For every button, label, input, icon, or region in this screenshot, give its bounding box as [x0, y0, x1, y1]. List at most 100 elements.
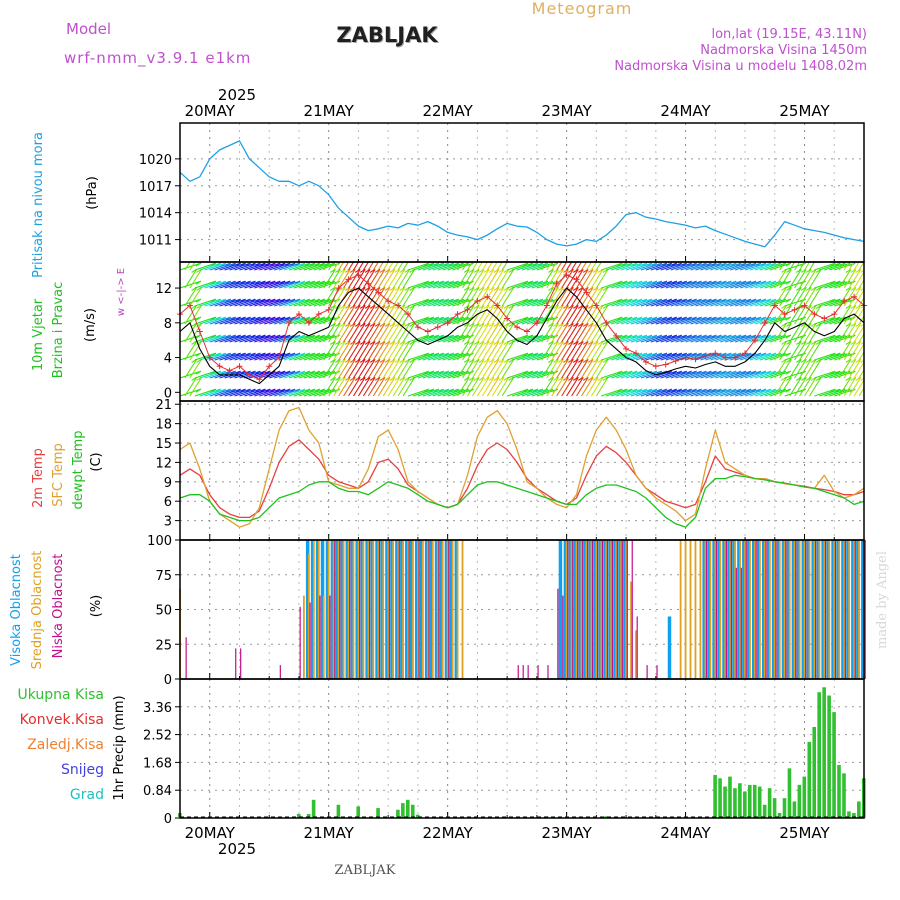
- cloud-bar-high: [742, 540, 746, 679]
- cloud-bar-high: [593, 540, 597, 679]
- cloud-bar-high: [350, 540, 355, 679]
- precip-bar: [807, 741, 812, 818]
- cloud-bar-high: [588, 540, 592, 679]
- gust-marker: [712, 350, 719, 357]
- cloud-bar-mid: [709, 540, 712, 679]
- cloud-bar-mid: [451, 540, 454, 679]
- cloud-bar-mid: [699, 540, 702, 679]
- precip-bar: [311, 799, 316, 818]
- cloud-bar-high: [400, 540, 404, 679]
- cloud-bar-high: [444, 540, 449, 679]
- cloud-bar-low: [398, 540, 400, 679]
- product-title: Meteogram: [532, 0, 633, 18]
- gust-marker: [771, 302, 778, 309]
- cloud-bar-high: [439, 540, 444, 679]
- cloud-bar-low: [740, 567, 742, 679]
- day-label-bottom: 22MAY: [423, 824, 474, 842]
- wind-unit: (m/s): [83, 308, 98, 342]
- gust-marker: [613, 332, 620, 339]
- wind-direction-legend: w <-|-> E: [116, 268, 127, 316]
- cloud-bar-mid: [793, 540, 796, 679]
- gust-marker: [216, 363, 223, 370]
- gust-marker: [523, 328, 530, 335]
- cloud-bar-high: [370, 540, 374, 679]
- cloud-bar-high: [568, 540, 573, 679]
- cloud-bar-high: [781, 540, 786, 679]
- y-tick-label: 0: [164, 386, 172, 401]
- cloud-bar-high: [841, 540, 845, 679]
- gust-marker: [791, 306, 798, 313]
- cloud-bar-low: [185, 637, 187, 679]
- cloud-bar-mid: [749, 540, 751, 679]
- gust-marker: [642, 358, 649, 365]
- cloud-axis-title-3: Niska Oblacnost: [51, 554, 66, 659]
- gust-marker: [206, 354, 213, 361]
- gust-marker: [692, 356, 699, 363]
- cloud-bar-mid: [773, 540, 776, 679]
- cloud-bar-mid: [714, 540, 717, 679]
- precip-legend-convective: Konvek.Kisa: [20, 712, 104, 728]
- pressure-unit: (hPa): [85, 176, 100, 210]
- cloud-bar-mid: [417, 540, 419, 679]
- cloud-bar-mid: [382, 540, 385, 679]
- cloud-bar-low: [582, 540, 584, 679]
- cloud-bar-high: [310, 540, 315, 679]
- credit-watermark: made by Angel: [875, 551, 890, 649]
- gust-marker: [226, 367, 233, 374]
- cloud-bar-mid: [357, 540, 360, 679]
- gust-marker: [761, 319, 768, 326]
- cloud-bar-mid: [843, 540, 846, 679]
- gust-marker: [801, 302, 808, 309]
- cloud-bar-low: [572, 540, 574, 679]
- cloud-bar-mid: [838, 540, 841, 679]
- precip-bar: [752, 784, 757, 818]
- precip-bar: [832, 712, 836, 818]
- cloud-bar-high: [320, 540, 325, 679]
- y-tick-label: 75: [155, 569, 172, 584]
- wind-panel: 0 4 8 12: [155, 262, 867, 401]
- cloud-bar-high: [345, 540, 350, 679]
- cloud-axis-title-2: Srednja Oblacnost: [30, 551, 45, 670]
- cloud-bar-low: [854, 540, 856, 679]
- cloud-bar-high: [330, 540, 335, 679]
- precip-bar: [822, 687, 826, 818]
- gust-marker: [682, 354, 689, 361]
- cloud-bar-low: [596, 540, 599, 679]
- gust-marker: [295, 311, 302, 318]
- y-tick-label: 25: [155, 638, 172, 653]
- gust-marker: [405, 311, 411, 318]
- cloud-bar-high: [608, 540, 612, 679]
- cloud-bar-low: [299, 606, 301, 679]
- cloud-bar-mid: [828, 540, 831, 679]
- cloud-bar-mid: [818, 540, 821, 679]
- gust-marker: [831, 311, 838, 318]
- year-label-top: 2025: [218, 86, 256, 104]
- cloud-bar-high: [355, 540, 359, 679]
- temp-axis-title-1: 2m Temp: [31, 448, 46, 508]
- cloud-bar-mid: [322, 595, 325, 679]
- footer-station: ZABLJAK: [335, 863, 396, 878]
- cloud-bar-low: [864, 540, 866, 679]
- gust-marker: [375, 289, 382, 296]
- cloud-bar-high: [756, 540, 761, 679]
- precip-bar: [733, 788, 737, 818]
- gust-marker: [256, 376, 263, 383]
- cloud-bar-high: [796, 540, 801, 679]
- cloud-bar-low: [591, 540, 594, 679]
- cloud-bar-mid: [625, 540, 627, 679]
- cloud-bar-low: [517, 665, 519, 679]
- gust-marker: [543, 302, 550, 309]
- cloud-bar-mid: [377, 540, 380, 679]
- cloud-bar-mid: [362, 540, 365, 679]
- cloud-bar-high: [811, 540, 815, 679]
- cloud-bar-low: [378, 540, 381, 679]
- gust-marker: [355, 272, 362, 279]
- day-label-bottom: 20MAY: [185, 824, 236, 842]
- cloud-axis-title-1: Visoka Oblacnost: [9, 554, 24, 666]
- gust-marker: [434, 324, 441, 331]
- precip-bar: [748, 784, 752, 818]
- cloud-bar-low: [388, 540, 390, 679]
- y-tick-label: 2.52: [143, 729, 172, 744]
- pressure-panel: 1011 1014 1017 1020: [139, 123, 865, 262]
- wind-axis-title-2: Brzina i Pravac: [51, 282, 66, 379]
